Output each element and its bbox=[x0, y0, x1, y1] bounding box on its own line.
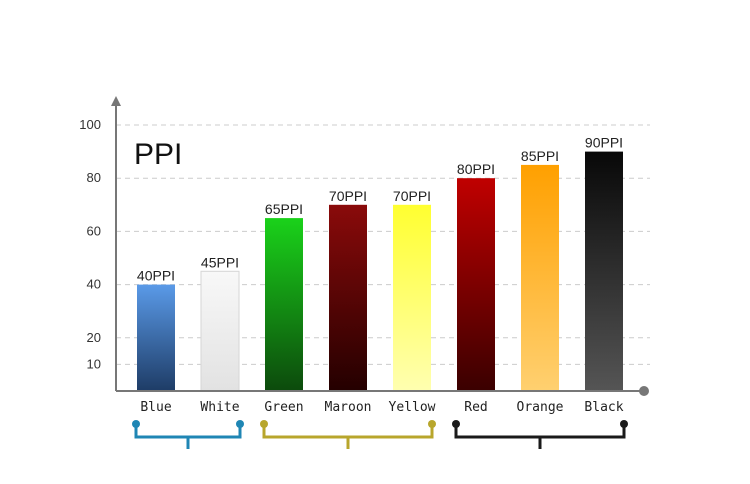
bar-maroon bbox=[329, 204, 367, 391]
category-label: Maroon bbox=[325, 400, 372, 415]
bracket-dot-icon bbox=[260, 420, 268, 428]
data-label: 70PPI bbox=[393, 188, 431, 204]
chart-title: PPI bbox=[134, 138, 182, 171]
data-label: 40PPI bbox=[137, 268, 175, 284]
group-bracket-1 bbox=[132, 420, 244, 449]
group-bracket-3 bbox=[452, 420, 628, 449]
bar-yellow bbox=[393, 204, 431, 391]
bracket-dot-icon bbox=[620, 420, 628, 428]
category-labels: Blue White Green Maroon Yellow Red Orange Black bbox=[140, 400, 623, 415]
category-label: White bbox=[200, 400, 239, 415]
bracket-line bbox=[262, 424, 434, 439]
category-label: Yellow bbox=[389, 400, 436, 415]
y-axis-arrow-icon bbox=[111, 96, 121, 106]
y-axis-ticks: 10 20 40 60 80 100 bbox=[79, 117, 101, 371]
category-label: Black bbox=[584, 400, 623, 415]
data-label: 45PPI bbox=[201, 254, 239, 270]
bar-red bbox=[457, 178, 495, 391]
data-label: 70PPI bbox=[329, 188, 367, 204]
bars bbox=[137, 151, 623, 392]
data-label: 80PPI bbox=[457, 161, 495, 177]
bracket-dot-icon bbox=[452, 420, 460, 428]
bracket-line bbox=[134, 424, 242, 439]
data-label: 85PPI bbox=[521, 148, 559, 164]
data-labels: 40PPI 45PPI 65PPI 70PPI 70PPI 80PPI 85PPI 90PPI bbox=[137, 135, 623, 284]
bar-black bbox=[585, 151, 623, 391]
x-axis-end-dot-icon bbox=[639, 386, 649, 396]
y-tick-label: 10 bbox=[87, 356, 101, 371]
data-label: 90PPI bbox=[585, 135, 623, 151]
bar-green bbox=[265, 218, 303, 391]
y-tick-label: 40 bbox=[87, 277, 101, 292]
category-label: Green bbox=[264, 400, 303, 415]
bracket-line bbox=[454, 424, 626, 439]
bar-blue bbox=[137, 284, 175, 391]
axes bbox=[111, 96, 649, 396]
y-tick-label: 20 bbox=[87, 330, 101, 345]
bar-orange bbox=[521, 164, 559, 391]
bracket-dot-icon bbox=[132, 420, 140, 428]
category-label: Orange bbox=[517, 400, 564, 415]
y-tick-label: 60 bbox=[87, 223, 101, 238]
y-tick-label: 80 bbox=[87, 170, 101, 185]
category-label: Red bbox=[464, 400, 487, 415]
bracket-dot-icon bbox=[428, 420, 436, 428]
data-label: 65PPI bbox=[265, 201, 303, 217]
bracket-dot-icon bbox=[236, 420, 244, 428]
y-tick-label: 100 bbox=[79, 117, 101, 132]
category-group-brackets bbox=[132, 420, 628, 449]
bar-white bbox=[200, 270, 240, 392]
gridlines bbox=[116, 124, 650, 365]
group-bracket-2 bbox=[260, 420, 436, 449]
category-label: Blue bbox=[140, 400, 171, 415]
